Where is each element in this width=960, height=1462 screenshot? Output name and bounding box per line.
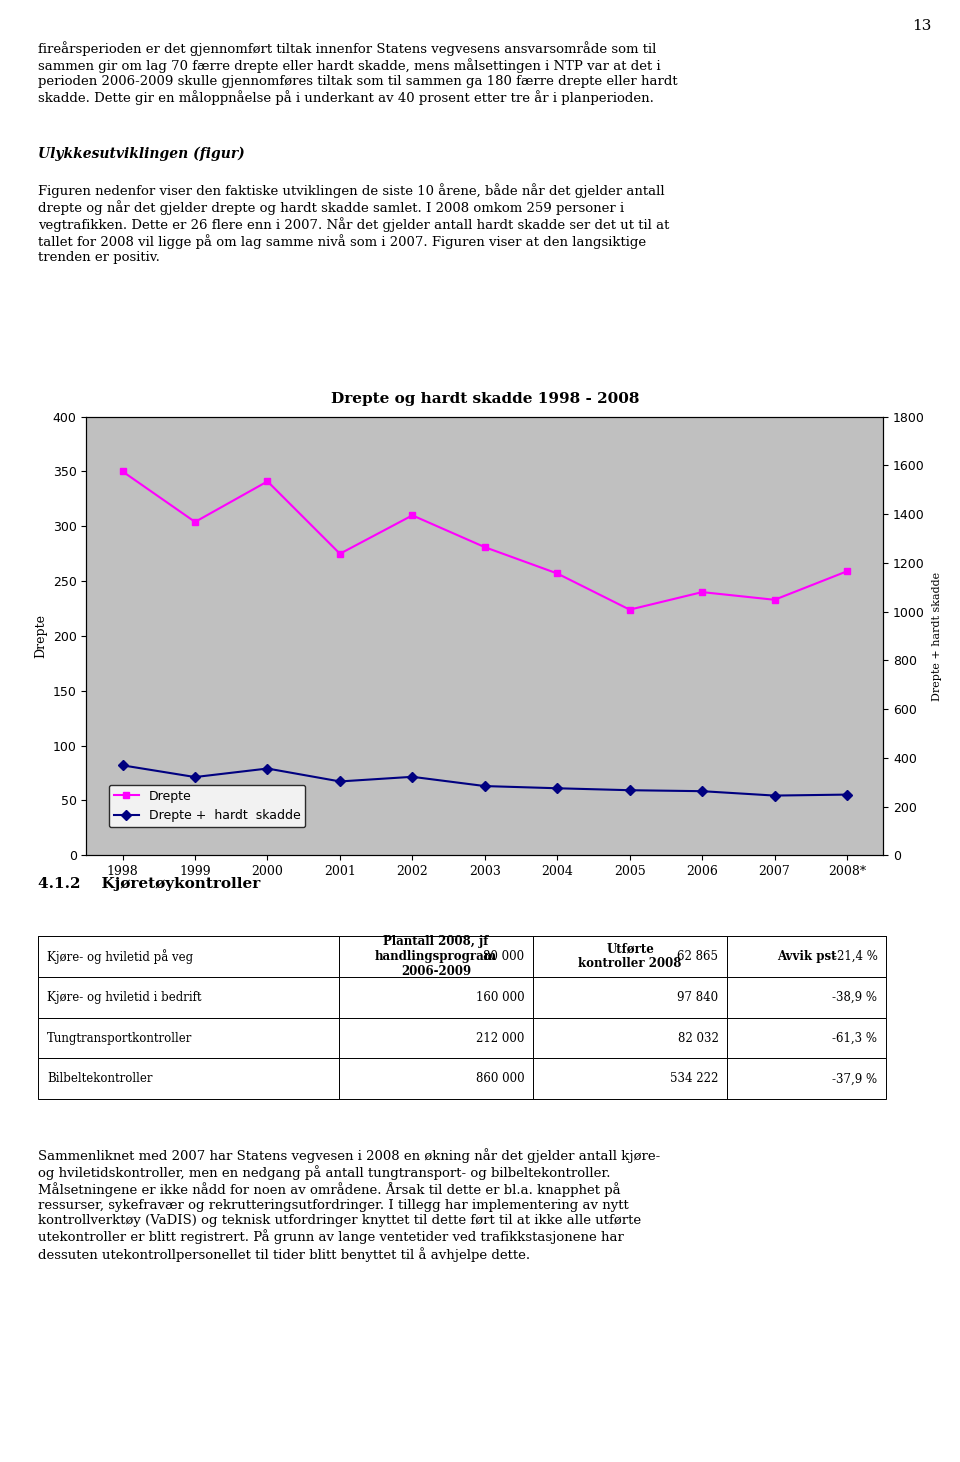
Text: Figuren nedenfor viser den faktiske utviklingen de siste 10 årene, både når det : Figuren nedenfor viser den faktiske utvi… [38, 183, 670, 265]
Bar [533, 936, 728, 977]
Drepte [334, 545, 346, 563]
Drepte +  hardt  skadde [696, 782, 708, 800]
Text: Utførte
kontroller 2008: Utførte kontroller 2008 [579, 942, 682, 971]
Text: 534 222: 534 222 [670, 1073, 718, 1085]
Text: Bilbeltekontroller: Bilbeltekontroller [47, 1073, 153, 1085]
Bar [533, 1018, 728, 1058]
Drepte +  hardt  skadde [117, 757, 129, 775]
Bar [38, 1018, 339, 1058]
Y-axis label: Drepte + hardt skadde: Drepte + hardt skadde [932, 572, 942, 700]
Drepte +  hardt  skadde [189, 769, 201, 787]
Text: 97 840: 97 840 [678, 991, 718, 1003]
Bar [38, 936, 339, 977]
Bar [38, 1058, 339, 1099]
Text: 80 000: 80 000 [483, 950, 524, 962]
Drepte +  hardt  skadde [769, 787, 780, 804]
Drepte +  hardt  skadde [841, 787, 852, 804]
Drepte [769, 591, 780, 608]
Bar [339, 1058, 533, 1099]
Text: -21,4 %: -21,4 % [832, 950, 877, 962]
Bar [339, 936, 533, 977]
Bar [339, 1018, 533, 1058]
Drepte +  hardt  skadde [407, 768, 419, 785]
Bar [339, 977, 533, 1018]
Legend: Drepte, Drepte +  hardt  skadde: Drepte, Drepte + hardt skadde [108, 785, 305, 827]
Bar [728, 1058, 886, 1099]
Text: Kjøre- og hviletid i bedrift: Kjøre- og hviletid i bedrift [47, 991, 202, 1003]
Bar [533, 936, 728, 977]
Text: Avvik pst: Avvik pst [777, 950, 836, 962]
Text: -38,9 %: -38,9 % [832, 991, 877, 1003]
Drepte [551, 564, 563, 582]
Bar [533, 1058, 728, 1099]
Text: 13: 13 [912, 19, 931, 34]
Text: Sammenliknet med 2007 har Statens vegvesen i 2008 en økning når det gjelder anta: Sammenliknet med 2007 har Statens vegves… [38, 1148, 660, 1262]
Text: 4.1.2    Kjøretøykontroller: 4.1.2 Kjøretøykontroller [38, 877, 261, 892]
Drepte +  hardt  skadde [334, 773, 346, 791]
Drepte [841, 563, 852, 580]
Text: Kjøre- og hviletid på veg: Kjøre- og hviletid på veg [47, 949, 193, 963]
Drepte [262, 472, 274, 490]
Bar [533, 977, 728, 1018]
Bar [728, 936, 886, 977]
Line: Drepte +  hardt  skadde: Drepte + hardt skadde [119, 762, 851, 800]
Line: Drepte: Drepte [119, 468, 851, 613]
Text: 82 032: 82 032 [678, 1032, 718, 1044]
Drepte [696, 583, 708, 601]
Drepte +  hardt  skadde [624, 781, 636, 798]
Text: -37,9 %: -37,9 % [832, 1073, 877, 1085]
Drepte [479, 538, 491, 556]
Bar [38, 936, 339, 977]
Drepte [189, 513, 201, 531]
Bar [728, 1018, 886, 1058]
Drepte +  hardt  skadde [551, 779, 563, 797]
Bar [38, 977, 339, 1018]
Drepte +  hardt  skadde [479, 778, 491, 795]
Drepte [624, 601, 636, 618]
Drepte +  hardt  skadde [262, 760, 274, 778]
Bar [728, 977, 886, 1018]
Bar [728, 936, 886, 977]
Text: Plantall 2008, jf
handlingsprogram
2006-2009: Plantall 2008, jf handlingsprogram 2006-… [374, 934, 497, 978]
Text: -61,3 %: -61,3 % [832, 1032, 877, 1044]
Text: Ulykkesutviklingen (figur): Ulykkesutviklingen (figur) [38, 146, 245, 161]
Text: fireårsperioden er det gjennomført tiltak innenfor Statens vegvesens ansvarsområ: fireårsperioden er det gjennomført tilta… [38, 41, 678, 105]
Text: Tungtransportkontroller: Tungtransportkontroller [47, 1032, 193, 1044]
Y-axis label: Drepte: Drepte [35, 614, 47, 658]
Title: Drepte og hardt skadde 1998 - 2008: Drepte og hardt skadde 1998 - 2008 [330, 392, 639, 406]
Text: 860 000: 860 000 [475, 1073, 524, 1085]
Drepte [117, 463, 129, 481]
Text: 62 865: 62 865 [678, 950, 718, 962]
Bar [339, 936, 533, 977]
Text: 160 000: 160 000 [475, 991, 524, 1003]
Drepte [407, 507, 419, 525]
Text: 212 000: 212 000 [476, 1032, 524, 1044]
